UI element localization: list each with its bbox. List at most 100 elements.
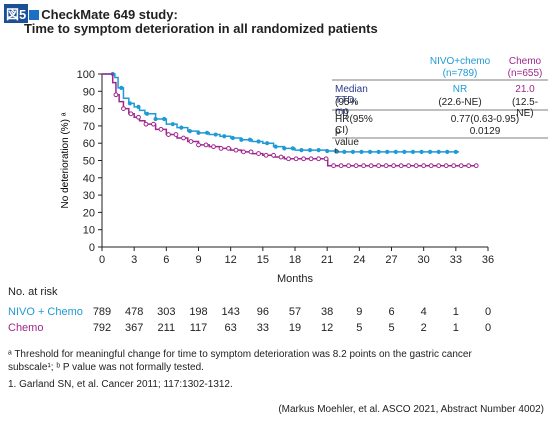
x-tick-label: 30: [418, 254, 430, 266]
censor-mark-nivo: [187, 128, 193, 134]
risk-cell: 33: [256, 322, 269, 334]
censor-mark-chemo: [346, 163, 352, 169]
source-citation: (Markus Moehler, et al. ASCO 2021, Abstr…: [278, 404, 544, 415]
y-tick-label: 20: [83, 207, 95, 219]
censor-mark-chemo: [211, 144, 216, 150]
x-tick-label: 15: [257, 254, 269, 266]
censor-mark-chemo: [121, 106, 126, 111]
blue-square-icon: [29, 10, 40, 20]
figure-subtitle: Time to symptom deterioration in all ran…: [24, 21, 378, 36]
risk-cell: 6: [388, 306, 395, 318]
censor-mark-chemo: [338, 163, 344, 169]
col-chemo-header: Chemo: [508, 56, 542, 67]
censor-mark-nivo: [333, 148, 338, 154]
x-tick-label: 9: [195, 254, 201, 266]
risk-cell: 198: [189, 306, 208, 318]
censor-mark-nivo: [307, 148, 313, 153]
censor-mark-chemo: [383, 163, 389, 169]
censor-mark-nivo: [170, 122, 175, 127]
risk-cell: 96: [256, 306, 269, 318]
censor-mark-chemo: [278, 154, 284, 160]
risk-cell: 117: [189, 322, 208, 334]
censor-mark-chemo: [451, 163, 457, 169]
censor-mark-chemo: [113, 92, 119, 98]
y-tick-label: 0: [89, 242, 95, 254]
risk-cell: 5: [388, 322, 395, 334]
censor-mark-chemo: [158, 126, 164, 132]
y-tick-label: 30: [83, 190, 95, 202]
censor-mark-chemo: [436, 163, 442, 169]
hr-label: HR(95% CI): [335, 114, 373, 136]
censor-mark-nivo: [119, 85, 124, 90]
risk-cell: 19: [288, 322, 302, 334]
censor-mark-chemo: [353, 163, 359, 169]
censor-mark-nivo: [436, 149, 441, 154]
risk-cell: 303: [157, 306, 176, 318]
censor-mark-nivo: [136, 104, 141, 109]
censor-mark-nivo: [222, 134, 227, 139]
x-axis-title: Months: [277, 273, 314, 285]
censor-mark-nivo: [162, 116, 167, 122]
censor-mark-chemo: [218, 145, 224, 151]
risk-cell: 57: [288, 306, 302, 318]
y-tick-label: 50: [83, 156, 95, 168]
censor-mark-nivo: [445, 149, 450, 154]
x-tick-label: 36: [482, 254, 494, 266]
censor-mark-chemo: [233, 147, 239, 153]
censor-mark-nivo: [144, 111, 150, 116]
y-tick-label: 60: [83, 138, 95, 150]
risk-cell: 4: [420, 306, 427, 318]
censor-mark-chemo: [256, 151, 261, 156]
y-tick-label: 100: [77, 69, 95, 81]
risk-cell: 478: [124, 306, 144, 318]
median-nivo: NR: [452, 84, 468, 95]
censor-mark-chemo: [128, 111, 134, 117]
figure-title: CheckMate 649 study:: [41, 7, 178, 22]
censor-mark-chemo: [466, 163, 472, 169]
km-curve-nivo: [102, 73, 460, 153]
x-tick-label: 0: [99, 254, 105, 266]
x-tick-label: 27: [385, 254, 397, 266]
censor-mark-nivo: [127, 101, 132, 106]
p-value: 0.0129: [469, 126, 501, 137]
censor-mark-chemo: [421, 163, 427, 169]
x-tick-label: 12: [225, 254, 237, 266]
risk-cell: 2: [420, 322, 427, 334]
ci-label: (95% CI): [335, 97, 359, 119]
censor-mark-chemo: [226, 145, 231, 151]
censor-mark-chemo: [248, 149, 254, 155]
footnote-reference: 1. Garland SN, et al. Cancer 2011; 117:1…: [8, 379, 233, 390]
x-tick-label: 6: [163, 254, 169, 266]
censor-mark-nivo: [419, 149, 424, 154]
col-nivo-header: NIVO+chemo: [429, 56, 491, 67]
censor-mark-nivo: [239, 137, 244, 142]
censor-mark-nivo: [367, 149, 373, 154]
censor-mark-chemo: [173, 132, 179, 137]
col-nivo-n: (n=789): [442, 68, 478, 79]
y-tick-label: 80: [83, 104, 95, 116]
footnote-a-line1: ᵃ Threshold for meaningful change for ti…: [8, 349, 472, 360]
censor-mark-nivo: [359, 149, 364, 154]
censor-mark-nivo: [393, 149, 398, 154]
censor-mark-nivo: [196, 130, 201, 135]
median-label: Median TTD, mo: [335, 84, 368, 117]
figure-number: 図5: [4, 4, 29, 23]
median-chemo: 21.0: [515, 84, 535, 95]
y-tick-label: 10: [83, 225, 95, 237]
censor-mark-chemo: [241, 149, 246, 155]
risk-cell: 792: [92, 322, 112, 334]
risk-row-label-nivo: NIVO + Chemo: [8, 306, 83, 318]
censor-mark-nivo: [247, 137, 253, 142]
censor-mark-chemo: [271, 152, 276, 158]
figure-header: 図5 CheckMate 649 study:: [4, 4, 178, 23]
censor-mark-chemo: [308, 156, 314, 162]
censor-mark-chemo: [331, 163, 337, 169]
censor-mark-chemo: [136, 114, 141, 120]
risk-cell: 211: [157, 322, 176, 334]
risk-cell: 1: [452, 322, 459, 334]
risk-cell: 0: [484, 306, 492, 318]
censor-mark-chemo: [188, 139, 194, 144]
censor-mark-nivo: [410, 149, 416, 154]
risk-cell: 9: [356, 306, 363, 318]
